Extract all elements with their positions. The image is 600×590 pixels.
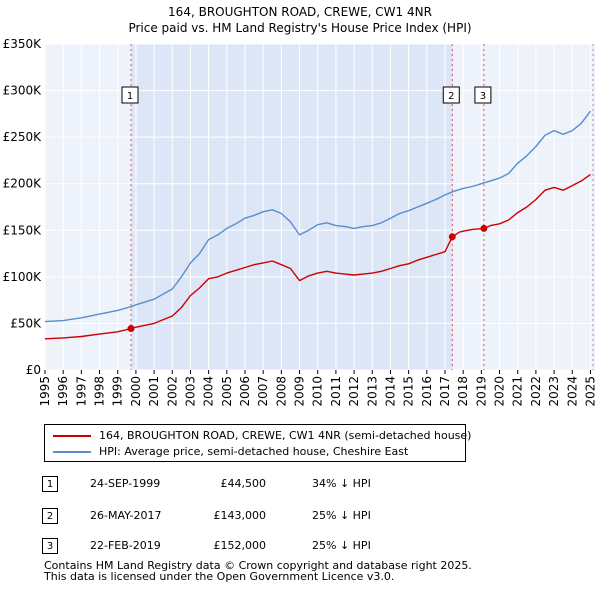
legend-label-property: 164, BROUGHTON ROAD, CREWE, CW1 4NR (sem… [99,429,472,442]
x-tick-label: 1999 [111,376,125,407]
legend: 164, BROUGHTON ROAD, CREWE, CW1 4NR (sem… [44,424,471,462]
sale-hpi: 34% ↓ HPI [312,477,371,490]
sale-date: 22-FEB-2019 [90,539,161,552]
sale-price: £152,000 [213,539,267,552]
sale-points [127,224,488,333]
legend-swatch-hpi [53,451,91,453]
x-tick-label: 2016 [420,376,434,407]
x-tick-label: 2003 [183,376,197,407]
x-tick-label: 1998 [93,376,107,407]
x-tick-label: 2012 [347,376,361,407]
x-tick-label: 2008 [274,376,288,407]
shaded-period [131,44,453,370]
chart-subtitle: Price paid vs. HM Land Registry's House … [128,21,471,35]
legend-swatch-property [53,435,91,437]
x-tick-label: 2013 [365,376,379,407]
y-tick-label: £50K [10,316,42,330]
gridlines [44,43,595,371]
sale-price: £143,000 [213,509,267,522]
sale-row-1: 1 24-SEP-1999 £44,500 34% ↓ HPI [0,476,600,496]
series-lines [44,110,592,340]
sale-label-box [474,86,492,104]
y-axis: £0 £50K £100K £150K £200K £250K £300K £350K [3,37,43,377]
sale-row-3: 3 22-FEB-2019 £152,000 25% ↓ HPI [0,538,600,558]
x-tick-label: 2022 [529,376,543,407]
y-tick-label: £100K [3,270,43,284]
x-tick-label: 2001 [147,376,161,407]
x-tick-label: 2021 [511,376,525,407]
sale-row-2: 2 26-MAY-2017 £143,000 25% ↓ HPI [0,508,600,528]
sale-label-text: 2 [448,91,454,102]
y-tick-label: £250K [3,130,43,144]
x-tick-label: 2002 [165,376,179,407]
footer-line-2: This data is licensed under the Open Gov… [44,570,395,583]
x-tick-label: 2017 [438,376,452,407]
x-tick-label: 2004 [202,376,216,407]
x-axis: 1995 1996 1997 1998 1999 2000 2001 2002 2003 2004… [38,370,597,407]
x-tick-label: 2020 [493,376,507,407]
footer-line-1: Contains HM Land Registry data © Crown c… [44,559,472,572]
x-tick-label: 1996 [56,376,70,407]
sale-label-box [442,86,460,104]
sale-badge: 2 [42,508,58,524]
sale-labels: 1 2 3 [121,86,492,104]
x-tick-label: 2006 [238,376,252,407]
sale-label-text: 1 [127,91,133,102]
x-tick-label: 2014 [383,376,397,407]
y-tick-label: £300K [3,84,43,98]
x-tick-label: 2018 [456,376,470,407]
legend-label-hpi: HPI: Average price, semi-detached house,… [99,445,409,458]
property-price-line [44,173,591,340]
y-tick-label: £0 [26,363,41,377]
x-tick-label: 2019 [474,376,488,407]
sale-badge: 1 [42,476,58,492]
sale-point [480,224,488,232]
x-tick-label: 2023 [547,376,561,407]
chart-title: 164, BROUGHTON ROAD, CREWE, CW1 4NR [168,5,432,19]
sale-hpi: 25% ↓ HPI [312,539,371,552]
y-tick-label: £200K [3,177,43,191]
sale-label-box [121,86,139,104]
sale-price: £44,500 [220,477,267,490]
sale-label-text: 3 [480,91,486,102]
x-tick-label: 2024 [565,376,579,407]
y-tick-label: £350K [3,37,43,51]
sale-hpi: 25% ↓ HPI [312,509,371,522]
x-tick-label: 1997 [74,376,88,407]
x-tick-label: 2015 [402,376,416,407]
sale-point [448,233,456,241]
x-tick-label: 2011 [329,376,343,407]
sale-badge: 3 [42,538,58,554]
x-tick-label: 2000 [129,376,143,407]
chart: 164, BROUGHTON ROAD, CREWE, CW1 4NR Pric… [3,5,598,407]
legend-entry-property: 164, BROUGHTON ROAD, CREWE, CW1 4NR (sem… [53,428,471,444]
x-tick-label: 2010 [311,376,325,407]
sale-date: 24-SEP-1999 [90,477,161,490]
legend-entry-hpi: HPI: Average price, semi-detached house,… [53,444,408,460]
x-tick-label: 1995 [38,376,52,407]
sale-markers-lines [130,44,594,370]
x-tick-label: 2007 [256,376,270,407]
x-tick-label: 2009 [293,376,307,407]
sale-date: 26-MAY-2017 [90,509,162,522]
x-tick-label: 2025 [583,376,597,407]
hpi-line [44,110,592,323]
footer: Contains HM Land Registry data © Crown c… [44,560,472,582]
y-tick-label: £150K [3,223,43,237]
x-tick-label: 2005 [220,376,234,407]
sale-point [127,325,135,333]
